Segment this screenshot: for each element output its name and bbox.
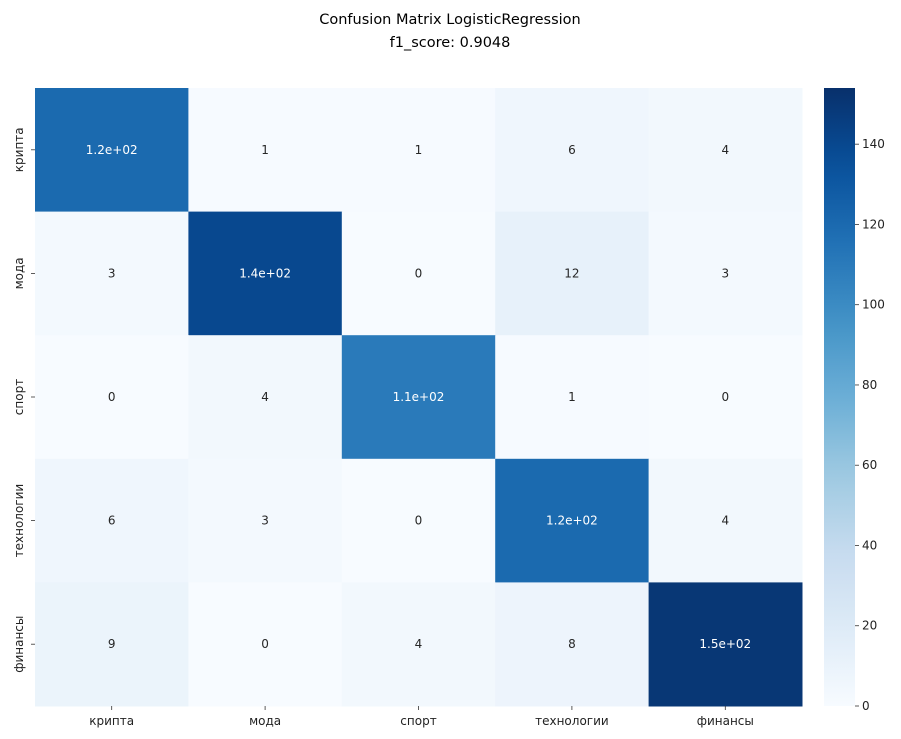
cell-annotation: 1 [261,143,269,157]
y-tick-label: крипта [12,127,26,172]
cell-annotation: 12 [564,266,579,280]
cell-annotation: 3 [108,266,116,280]
colorbar-tick-label: 20 [862,619,877,633]
cell-annotation: 4 [415,637,423,651]
heatmap-cell [648,335,803,460]
heatmap-cell [648,88,803,213]
cell-annotation: 1 [415,143,423,157]
heatmap-cell [35,335,189,460]
colorbar-tick-label: 0 [862,699,870,713]
cell-annotation: 0 [108,390,116,404]
heatmap-cell [341,88,496,213]
colorbar [824,88,855,706]
heatmap-cell [648,211,803,336]
heatmap-cell [35,211,189,336]
heatmap-cell [495,458,650,583]
cell-annotation: 0 [415,514,423,528]
y-tick-label: спорт [12,379,26,415]
cell-annotation: 1.2e+02 [86,143,138,157]
y-axis: крипта мода спорт технологии финансы [12,127,35,673]
chart-subtitle: f1_score: 0.9048 [390,35,511,51]
x-tick-label: крипта [89,714,134,728]
colorbar-tick-label: 40 [862,538,877,552]
heatmap-cell [495,88,650,213]
heatmap-cell [341,211,496,336]
cell-annotation: 3 [721,266,729,280]
colorbar-tick-label: 60 [862,458,877,472]
heatmap-cell [35,88,189,213]
x-tick-label: мода [249,714,281,728]
colorbar-tick-label: 140 [862,137,885,151]
heatmap-cell [341,335,496,460]
cell-annotation: 3 [261,514,269,528]
cell-annotation: 6 [108,514,116,528]
cell-annotation: 1.1e+02 [393,390,445,404]
x-tick-label: спорт [400,714,436,728]
heatmap-cell [188,88,343,213]
heatmap-cell [648,582,803,707]
cell-annotation: 4 [721,143,729,157]
cell-annotation: 1 [568,390,576,404]
heatmap-cell [648,458,803,583]
cell-annotation: 0 [721,390,729,404]
cell-annotation: 1.5e+02 [699,637,751,651]
colorbar-tick-label: 120 [862,217,885,231]
heatmap-cell [188,458,343,583]
colorbar-tick-label: 100 [862,298,885,312]
heatmap-cell [188,335,343,460]
heatmap-annotations: 1.2e+02 1 1 6 4 3 1.4e+02 0 12 3 0 4 1.1e+02 1 0 6 3 0 1.2… [86,143,751,651]
cell-annotation: 1.2e+02 [546,514,598,528]
y-tick-label: мода [12,257,26,289]
heatmap-cells [35,88,803,707]
cell-annotation: 6 [568,143,576,157]
heatmap-cell [188,582,343,707]
heatmap-cell [341,458,496,583]
cell-annotation: 4 [261,390,269,404]
heatmap-cell [495,335,650,460]
chart-title: Confusion Matrix LogisticRegression [319,12,580,28]
cell-annotation: 0 [261,637,269,651]
cell-annotation: 8 [568,637,576,651]
x-axis: крипта мода спорт технологии финансы [89,706,754,728]
heatmap-cell [495,211,650,336]
colorbar-tick-label: 80 [862,378,877,392]
y-tick-label: финансы [12,616,26,673]
x-tick-label: финансы [697,714,754,728]
x-tick-label: технологии [535,714,609,728]
cell-annotation: 4 [721,514,729,528]
cell-annotation: 9 [108,637,116,651]
heatmap-cell [188,211,343,336]
heatmap-cell [341,582,496,707]
heatmap-cell [35,582,189,707]
cell-annotation: 1.4e+02 [239,266,291,280]
colorbar-ticks: 0 20 40 60 80 100 120 140 [855,137,885,713]
heatmap-cell [35,458,189,583]
y-tick-label: технологии [12,484,26,558]
cell-annotation: 0 [415,266,423,280]
heatmap-cell [495,582,650,707]
